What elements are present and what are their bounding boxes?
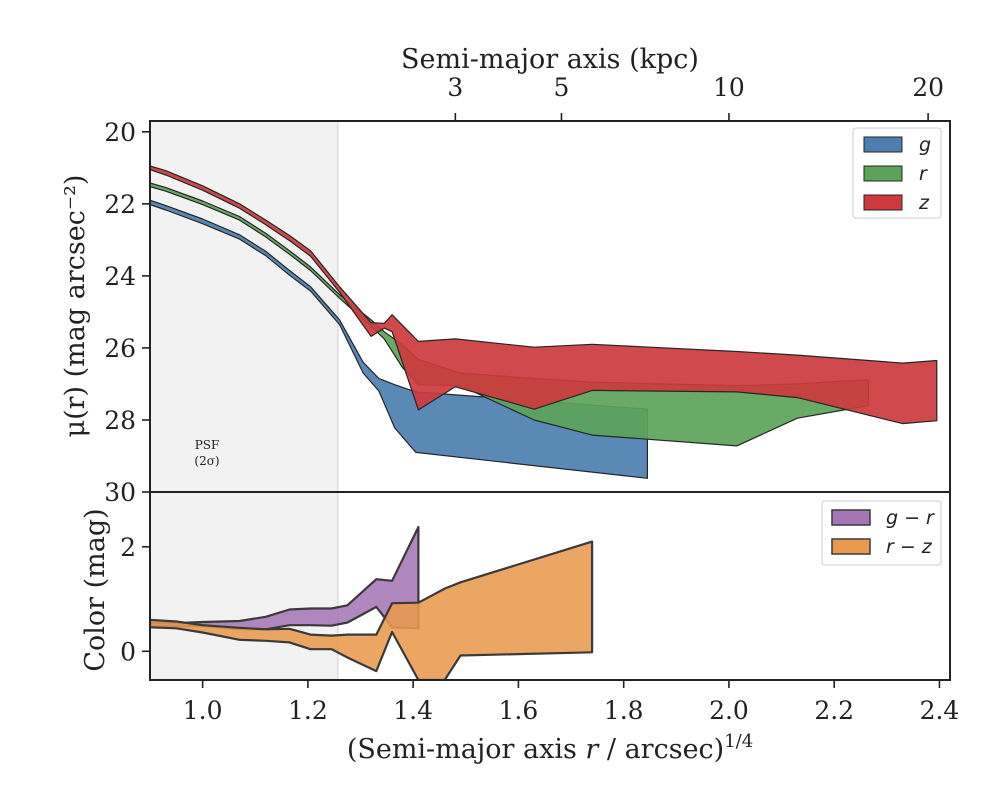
top-axis-label: Semi-major axis (kpc)	[401, 44, 699, 75]
axis-labels: Semi-major axis (kpc) μ(r) (mag arcsec⁻²…	[60, 44, 753, 765]
bottom-x-tick-label: 1.2	[288, 696, 328, 725]
legend-swatch-g	[863, 136, 903, 153]
bottom-plot-area	[150, 492, 594, 680]
top-plot-area	[150, 121, 938, 492]
top-y-axis-label: μ(r) (mag arcsec⁻²)	[60, 175, 91, 438]
top-x-tick-label: 5	[554, 73, 570, 102]
top-x-tick-label: 20	[912, 73, 944, 102]
legend-label-z: z	[918, 192, 930, 214]
psf-annotation-line: PSF	[195, 438, 220, 452]
band-r−z	[150, 540, 594, 680]
surface-brightness-panel: PSF(2σ)202224262830351020305075100grz	[104, 73, 951, 507]
legend-swatch-z	[863, 194, 903, 211]
psf-annotation-line: (2σ)	[194, 454, 219, 468]
top-y-tick-label: 30	[104, 478, 136, 507]
psf-region	[150, 121, 338, 492]
psf-region-bottom	[150, 492, 338, 680]
legend-label-r: r	[919, 163, 928, 185]
top-y-tick-label: 24	[104, 262, 136, 291]
xlabel-post: / arcsec)	[598, 734, 724, 765]
bottom-y-tick-label: 2	[120, 533, 136, 562]
top-y-tick-label: 28	[104, 406, 136, 435]
legend-label-r−z: r − z	[886, 536, 933, 558]
psf-annotation: PSF (2σ)	[194, 438, 219, 468]
bottom-x-tick-label: 2.4	[920, 696, 960, 725]
xlabel-sup: 1/4	[724, 731, 753, 752]
bottom-x-tick-label: 2.2	[814, 696, 854, 725]
top-y-tick-label: 20	[104, 118, 136, 147]
bottom-x-tick-label: 1.8	[604, 696, 644, 725]
bottom-x-axis-label: (Semi-major axis r / arcsec)1/4	[347, 731, 753, 765]
legend-label-g−r: g − r	[886, 507, 935, 529]
legend-label-g: g	[919, 134, 931, 156]
legend-swatch-g−r	[831, 509, 871, 526]
color-panel: 0 2 1.0 1.2 1.4 1.6 1.8 2.0 2.2 2.4 g − r r − z	[120, 491, 960, 725]
top-x-tick-label: 10	[713, 73, 745, 102]
legend-swatch-r−z	[831, 538, 871, 555]
bottom-x-tick-label: 2.0	[709, 696, 749, 725]
legend-swatch-r	[863, 165, 903, 182]
xlabel-pre: (Semi-major axis	[347, 734, 586, 765]
bottom-y-axis-label: Color (mag)	[80, 508, 111, 671]
bottom-x-tick-label: 1.6	[499, 696, 539, 725]
top-x-tick-label: 3	[447, 73, 463, 102]
bottom-panel-frame	[149, 491, 951, 681]
top-y-tick-label: 22	[104, 190, 136, 219]
bottom-x-tick-label: 1.0	[183, 696, 223, 725]
legend-bottom: g − r r − z	[821, 500, 942, 566]
legend-top: grz	[852, 127, 942, 219]
band-z	[150, 165, 938, 425]
bottom-y-tick-label: 0	[120, 637, 136, 666]
xlabel-var: r	[585, 734, 600, 765]
top-y-tick-label: 26	[104, 334, 136, 363]
bottom-x-tick-label: 1.4	[393, 696, 433, 725]
